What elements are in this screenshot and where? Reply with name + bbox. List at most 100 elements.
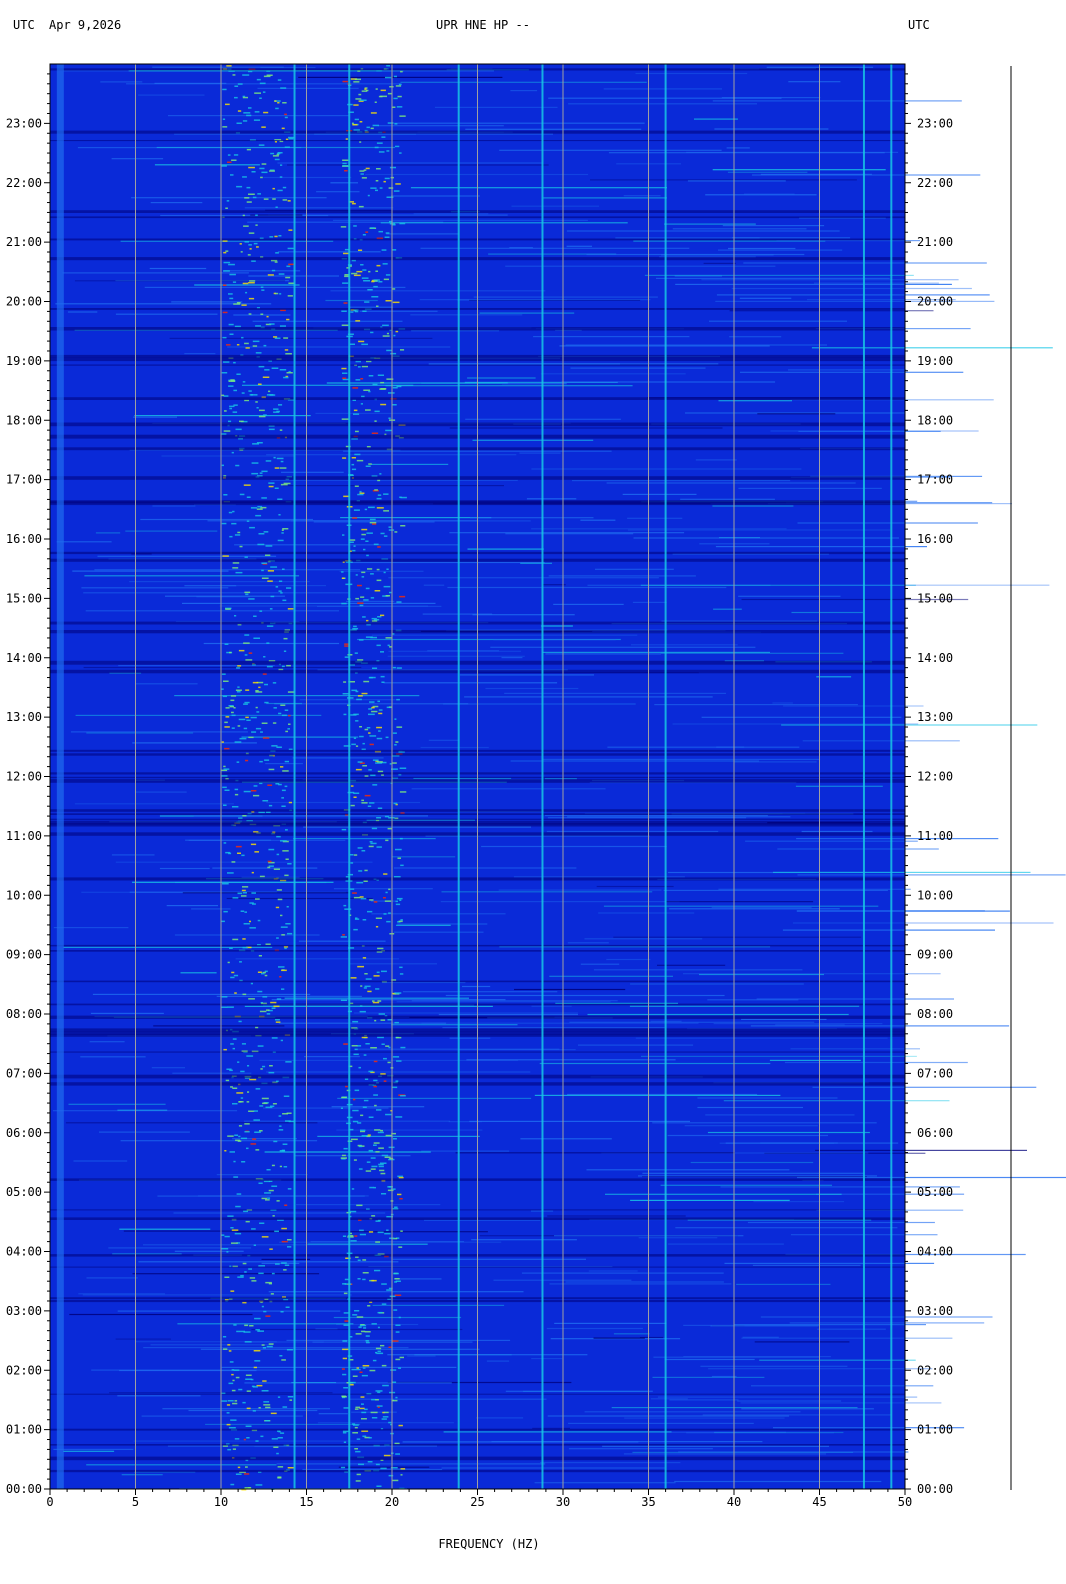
- energy-speck: [271, 259, 278, 262]
- noise-streak: [440, 901, 680, 903]
- noise-streak: [811, 347, 1053, 349]
- energy-speck: [344, 645, 349, 647]
- energy-speck: [278, 966, 285, 968]
- noise-streak: [276, 1463, 546, 1465]
- noise-streak: [100, 81, 143, 83]
- energy-speck: [275, 906, 280, 909]
- energy-speck: [266, 642, 270, 644]
- energy-speck: [384, 900, 392, 902]
- energy-speck: [261, 289, 265, 291]
- energy-speck: [248, 244, 252, 246]
- energy-speck: [264, 683, 268, 686]
- energy-speck: [265, 545, 273, 547]
- energy-speck: [361, 1403, 364, 1405]
- energy-speck: [360, 173, 364, 175]
- energy-speck: [385, 429, 393, 432]
- energy-speck: [245, 759, 249, 762]
- noise-streak: [366, 819, 475, 821]
- noise-streak: [427, 650, 499, 652]
- energy-speck: [279, 1355, 283, 1357]
- energy-speck: [374, 410, 380, 413]
- noise-streak: [624, 1417, 785, 1419]
- energy-speck: [280, 87, 287, 89]
- energy-speck: [372, 523, 377, 525]
- energy-speck: [235, 1376, 240, 1379]
- noise-streak: [667, 1134, 828, 1137]
- energy-speck: [393, 334, 396, 337]
- energy-speck: [343, 1292, 348, 1295]
- energy-speck: [232, 562, 240, 564]
- energy-speck: [244, 197, 250, 199]
- energy-speck: [360, 596, 365, 598]
- energy-speck: [233, 707, 236, 709]
- noise-streak: [266, 1071, 531, 1073]
- energy-speck: [249, 526, 255, 529]
- energy-speck: [278, 1129, 284, 1131]
- noise-streak: [578, 1044, 694, 1046]
- energy-speck: [224, 1299, 229, 1301]
- energy-speck: [236, 761, 240, 763]
- energy-speck: [378, 1165, 384, 1168]
- energy-speck: [340, 226, 347, 228]
- energy-speck: [257, 505, 263, 508]
- energy-speck: [380, 1073, 386, 1075]
- noise-streak: [642, 1176, 867, 1178]
- energy-speck: [383, 897, 386, 899]
- energy-speck: [275, 1021, 281, 1023]
- energy-speck: [229, 1069, 233, 1072]
- noise-streak: [701, 279, 959, 281]
- energy-speck: [388, 1287, 393, 1290]
- energy-speck: [259, 409, 265, 412]
- noise-streak: [70, 731, 248, 733]
- noise-streak: [632, 601, 667, 603]
- energy-speck: [255, 1088, 261, 1090]
- energy-speck: [226, 200, 230, 202]
- energy-speck: [341, 1096, 347, 1099]
- energy-speck: [360, 1324, 365, 1326]
- energy-speck: [379, 473, 382, 475]
- energy-speck: [255, 401, 258, 403]
- energy-speck: [393, 97, 398, 100]
- noise-streak: [797, 1176, 1066, 1179]
- noise-streak: [714, 1431, 844, 1434]
- noise-streak: [92, 993, 311, 995]
- energy-speck: [395, 1116, 403, 1118]
- energy-speck: [375, 1347, 382, 1350]
- energy-speck: [363, 1054, 367, 1056]
- energy-speck: [282, 199, 288, 201]
- energy-speck: [387, 1298, 391, 1300]
- energy-speck: [383, 278, 389, 281]
- energy-speck: [389, 763, 392, 765]
- energy-speck: [265, 554, 271, 556]
- energy-speck: [225, 250, 229, 252]
- energy-speck: [269, 236, 274, 238]
- noise-streak: [156, 146, 395, 149]
- noise-streak: [428, 363, 620, 365]
- energy-speck: [386, 1216, 393, 1218]
- energy-speck: [377, 374, 384, 376]
- energy-speck: [248, 390, 252, 392]
- energy-speck: [396, 698, 400, 701]
- energy-speck: [255, 214, 258, 217]
- noise-streak: [741, 1408, 874, 1410]
- noise-streak: [330, 290, 546, 292]
- energy-speck: [354, 118, 359, 121]
- energy-speck: [356, 1367, 359, 1369]
- energy-speck: [400, 1095, 406, 1097]
- energy-speck: [255, 706, 258, 709]
- energy-speck: [259, 610, 263, 612]
- noise-streak: [283, 485, 504, 487]
- energy-speck: [232, 1103, 238, 1105]
- energy-speck: [349, 539, 356, 541]
- noise-streak: [726, 147, 750, 149]
- energy-speck: [342, 162, 347, 165]
- energy-speck: [223, 475, 227, 477]
- energy-speck: [369, 1369, 376, 1372]
- energy-speck: [229, 1265, 232, 1268]
- y-tick-label-left: 16:00: [6, 532, 42, 546]
- energy-speck: [273, 411, 280, 413]
- noise-streak: [117, 1395, 201, 1397]
- energy-speck: [254, 1131, 261, 1133]
- energy-speck: [353, 413, 360, 415]
- energy-speck: [268, 865, 274, 867]
